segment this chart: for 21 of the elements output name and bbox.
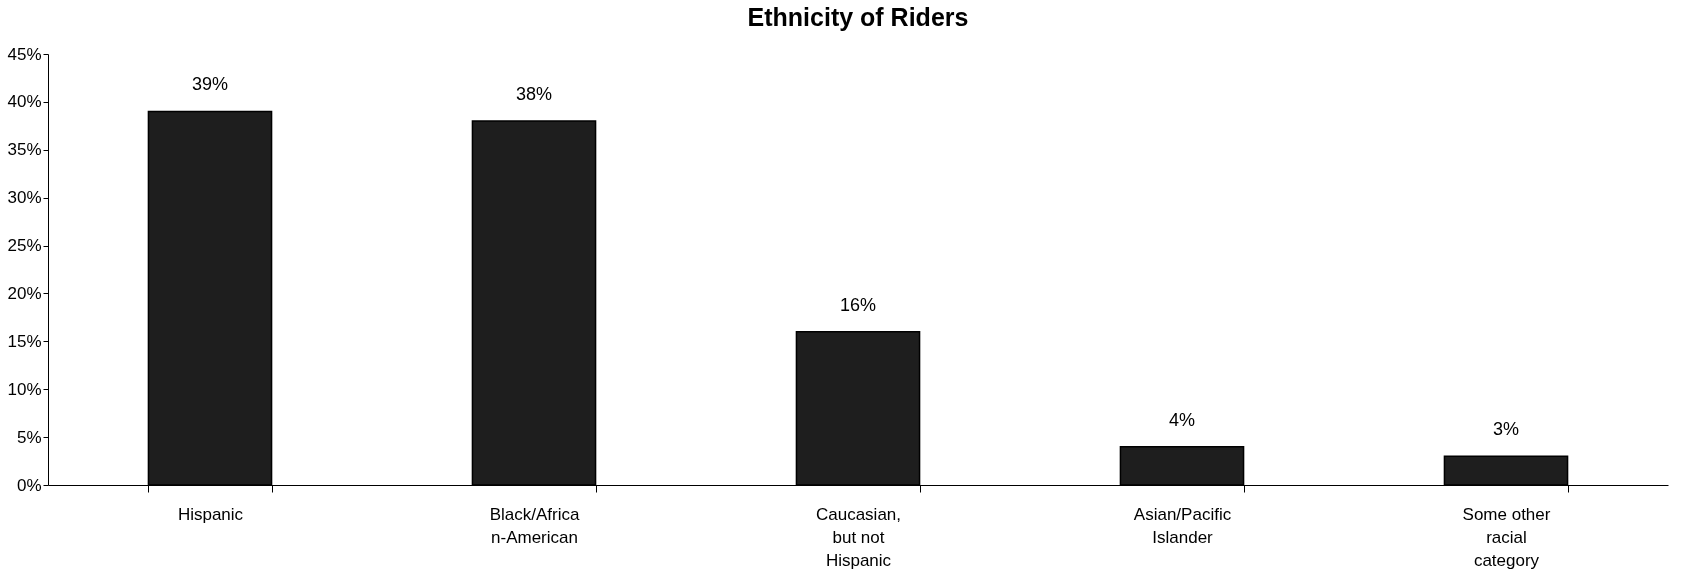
y-tick-label: 15% <box>7 331 42 351</box>
y-tick-label: 0% <box>16 475 42 495</box>
y-tick-label: 45% <box>7 44 42 64</box>
y-tick-label: 5% <box>16 427 42 447</box>
y-tick-label: 20% <box>7 283 42 303</box>
data-label: 16% <box>839 294 877 315</box>
x-tick-label: Some other racial category <box>1462 504 1551 570</box>
y-tick-label: 30% <box>7 188 42 208</box>
chart-title: Ethnicity of Riders <box>747 3 969 31</box>
data-label: 39% <box>191 74 229 95</box>
data-label: 38% <box>515 84 553 105</box>
y-tick-label: 40% <box>7 92 42 112</box>
data-label: 4% <box>1168 409 1196 430</box>
x-tick-label: Asian/Pacific Islander <box>1133 504 1232 547</box>
x-tick-label: Hispanic <box>177 504 244 524</box>
y-tick-label: 25% <box>7 236 42 256</box>
x-tick-label: Black/African-American <box>489 504 580 547</box>
x-tick-label: Caucasian, but not Hispanic <box>815 504 902 570</box>
y-tick-label: 10% <box>7 379 42 399</box>
y-tick-label: 35% <box>7 140 42 160</box>
data-label: 3% <box>1492 419 1520 440</box>
